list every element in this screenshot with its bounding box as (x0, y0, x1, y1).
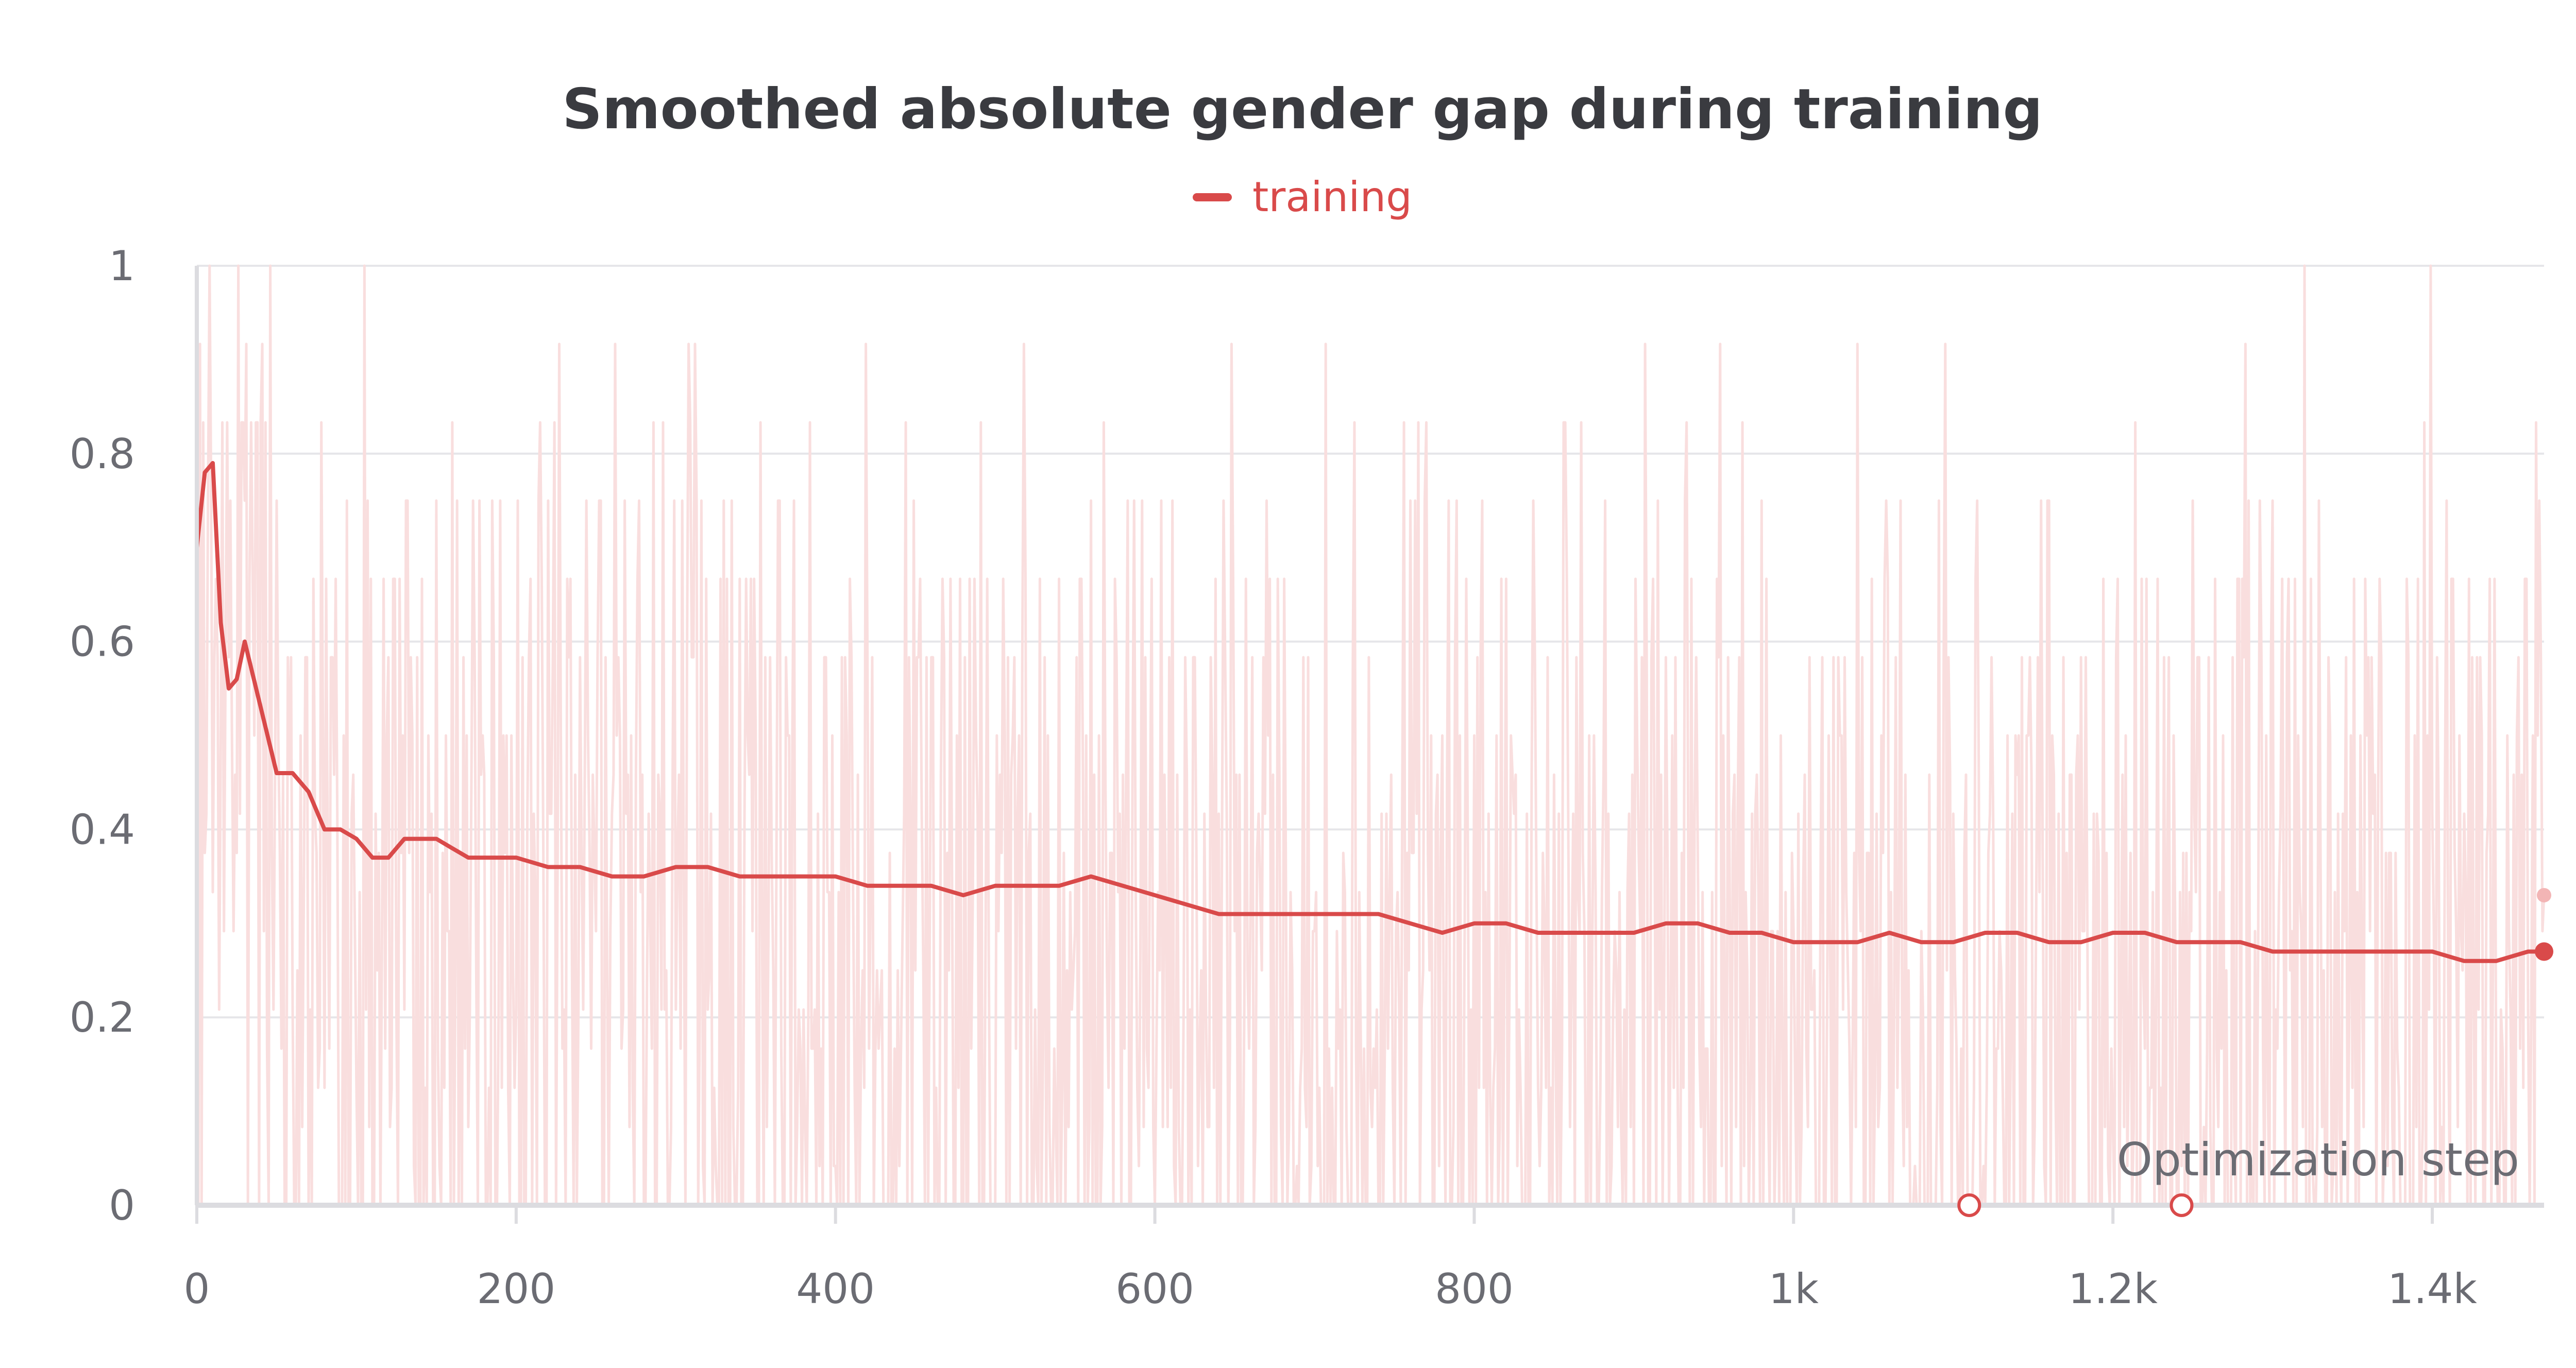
x-tick-label: 1k (1769, 1265, 1819, 1313)
axes (195, 266, 2544, 1208)
x-axis-title: Optimization step (2117, 1133, 2519, 1186)
x-tick-label: 400 (796, 1265, 875, 1313)
y-axis-ticks: 0 0.2 0.4 0.6 0.8 1 (70, 242, 135, 1229)
y-tick-label: 1 (109, 242, 135, 290)
last-point-marker[interactable] (2535, 942, 2553, 961)
y-tick-label: 0.6 (70, 618, 135, 666)
markers (1957, 888, 2553, 1217)
zero-marker[interactable] (2170, 1193, 2194, 1217)
x-tick-label: 600 (1115, 1265, 1194, 1313)
chart-title: Smoothed absolute gender gap during trai… (562, 77, 2043, 142)
raw-series-line (197, 264, 2546, 1207)
x-tick-label: 800 (1435, 1265, 1514, 1313)
series-line-training[interactable] (195, 461, 2544, 963)
raw-series (197, 264, 2546, 1207)
y-tick-label: 0 (109, 1182, 135, 1229)
smoothed-series (195, 461, 2544, 963)
last-raw-point-marker[interactable] (2537, 888, 2551, 903)
x-tick-label: 0 (184, 1265, 210, 1313)
x-tick-label: 1.4k (2387, 1265, 2477, 1313)
y-tick-label: 0.2 (70, 994, 135, 1041)
y-tick-label: 0.4 (70, 806, 135, 853)
x-axis-ticks: 0 200 400 600 800 1k 1.2k 1.4k (184, 1205, 2477, 1313)
x-tick-label: 200 (477, 1265, 556, 1313)
legend-entry-training[interactable]: training (1252, 173, 1412, 221)
legend-swatch (1193, 193, 1232, 201)
y-tick-label: 0.8 (70, 430, 135, 478)
zero-marker[interactable] (1957, 1193, 1981, 1217)
legend[interactable]: training (0, 173, 2576, 221)
x-tick-label: 1.2k (2068, 1265, 2158, 1313)
